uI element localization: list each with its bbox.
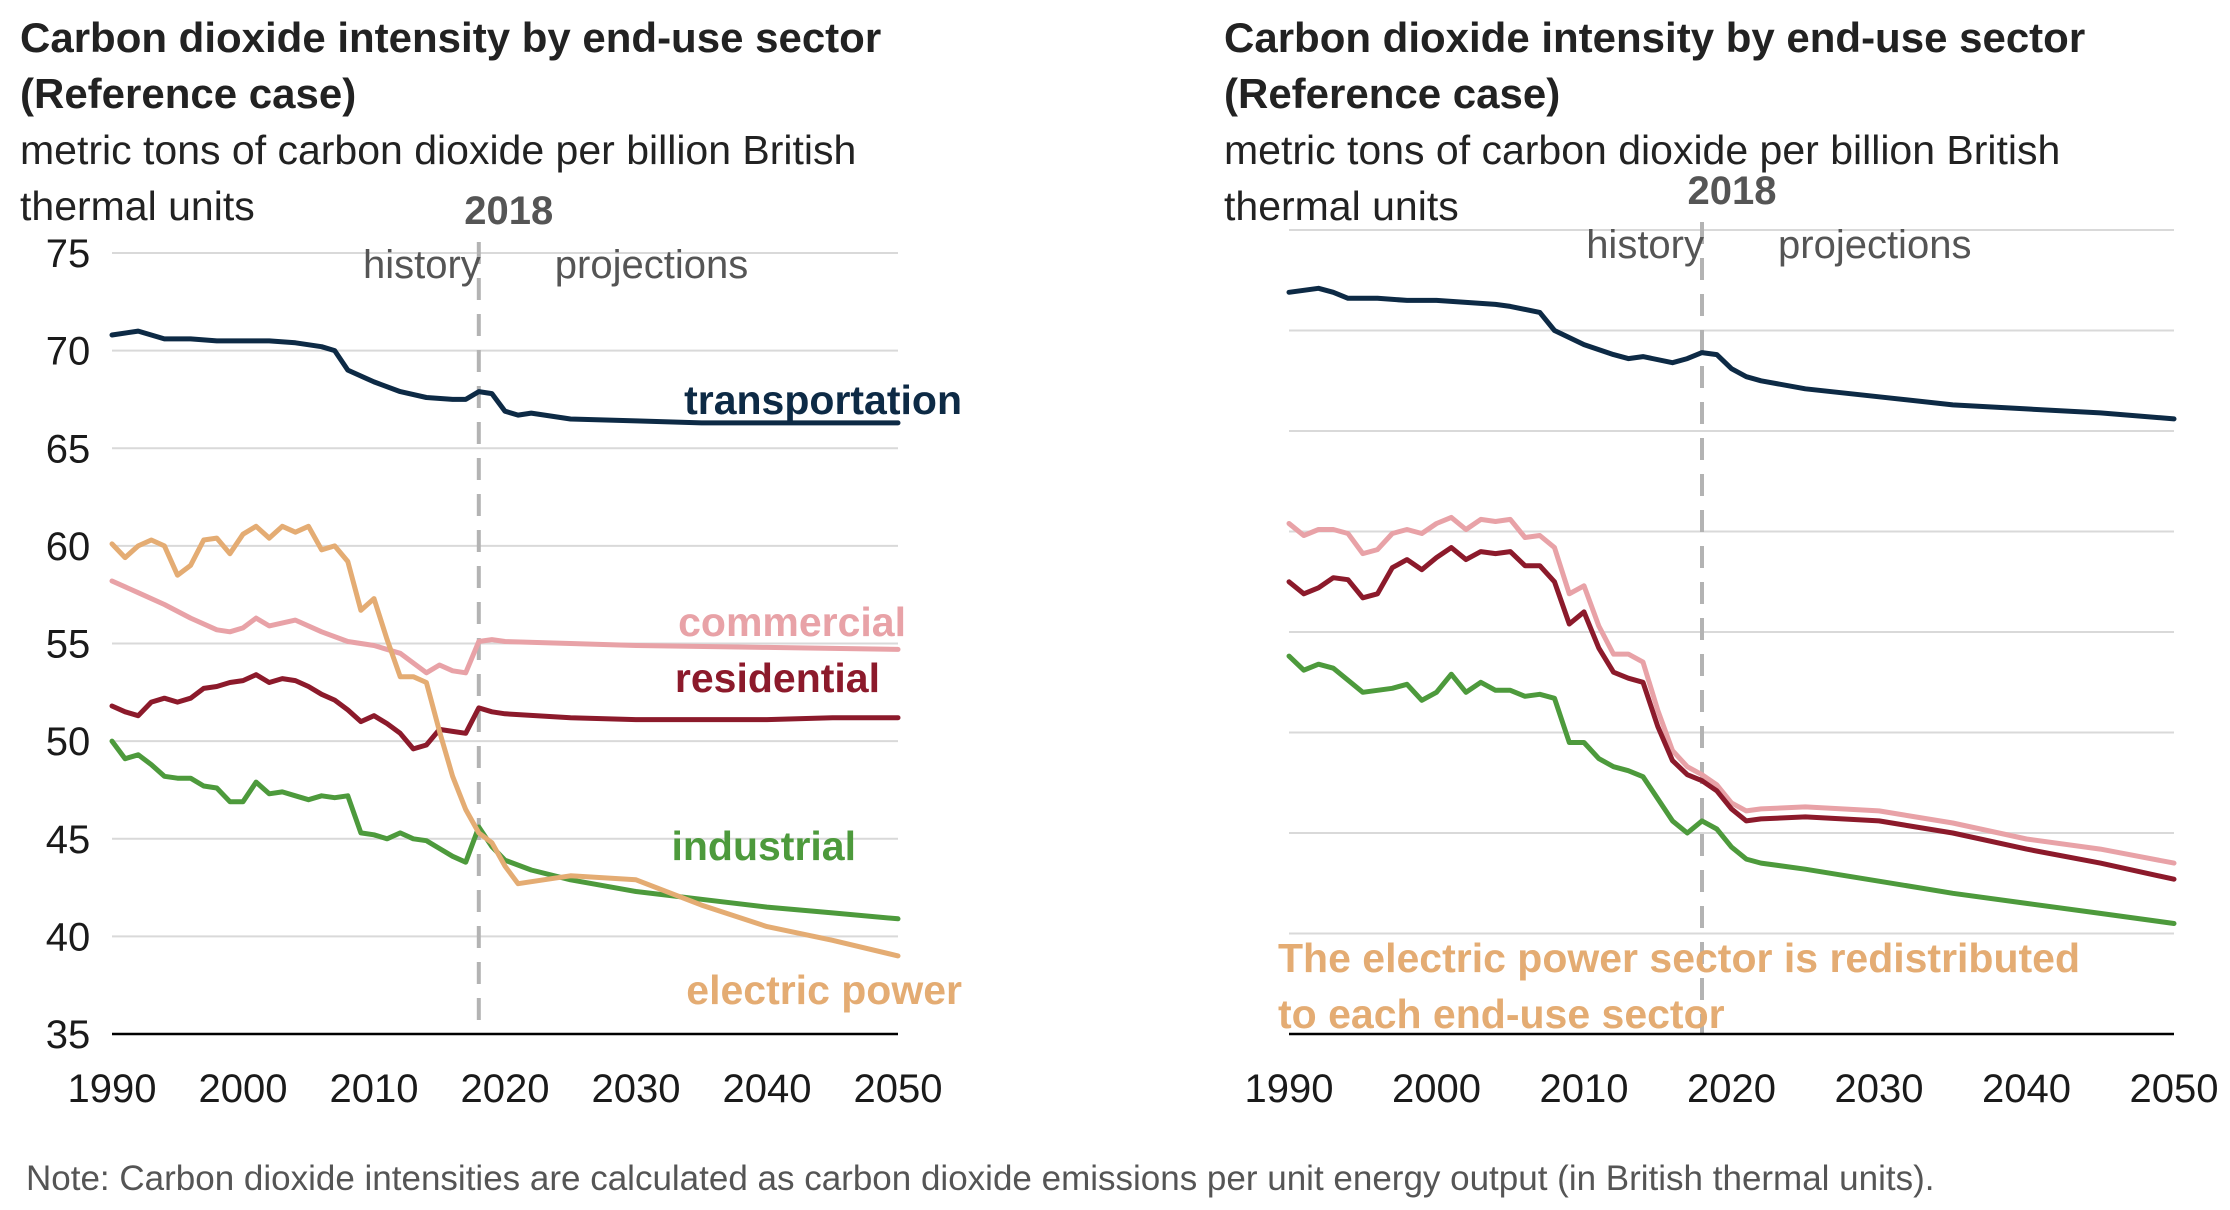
right-chart-title-line-2: (Reference case) — [1224, 70, 1560, 117]
y-tick-label: 40 — [46, 915, 91, 959]
series-label-transportation: transportation — [684, 377, 962, 423]
x-tick-label: 2050 — [854, 1067, 943, 1111]
redistribution-annotation-line-1: The electric power sector is redistribut… — [1278, 935, 2080, 981]
series-line-transportation — [109, 328, 901, 426]
right-chart-divider-year: 2018 — [1688, 169, 1777, 213]
left-chart-title-line-1: Carbon dioxide intensity by end-use sect… — [20, 14, 881, 61]
y-tick-label: 70 — [46, 330, 91, 374]
series-label-industrial: industrial — [671, 823, 856, 869]
x-tick-label: 2020 — [1687, 1067, 1776, 1111]
left-chart-divider-year: 2018 — [464, 189, 553, 233]
left-chart-subtitle-line-2: thermal units — [20, 183, 255, 229]
series-line-commercial — [1286, 514, 2177, 866]
series-line-commercial — [109, 578, 901, 676]
series-label-residential: residential — [675, 655, 880, 701]
series-line-industrial — [1286, 653, 2177, 926]
series-line-residential — [109, 672, 901, 752]
right-chart-subtitle-line-1: metric tons of carbon dioxide per billio… — [1224, 127, 2060, 173]
x-tick-label: 1990 — [1245, 1067, 1334, 1111]
x-tick-label: 2020 — [461, 1067, 550, 1111]
left-chart-title-line-2: (Reference case) — [20, 70, 356, 117]
x-tick-label: 2030 — [592, 1067, 681, 1111]
y-tick-label: 65 — [46, 427, 91, 471]
y-tick-label: 50 — [46, 720, 91, 764]
series-label-electric-power: electric power — [686, 967, 962, 1013]
left-chart-history-label: history — [363, 243, 481, 287]
series-line-electric-power — [109, 523, 901, 959]
right-chart-title-line-1: Carbon dioxide intensity by end-use sect… — [1224, 14, 2085, 61]
x-tick-label: 1990 — [68, 1067, 157, 1111]
series-line-transportation — [1286, 285, 2177, 422]
y-tick-label: 60 — [46, 525, 91, 569]
y-tick-label: 75 — [46, 232, 91, 276]
x-tick-label: 2010 — [330, 1067, 419, 1111]
right-chart-series — [1286, 285, 2177, 926]
redistribution-annotation-line-2: to each end-use sector — [1278, 991, 1725, 1037]
left-chart-series — [109, 328, 901, 959]
y-tick-label: 55 — [46, 623, 91, 667]
left-chart-gridlines — [112, 252, 898, 938]
left-chart-x-ticks: 1990 2000 2010 2020 2030 2040 2050 — [68, 1067, 943, 1111]
series-line-residential — [1286, 545, 2177, 882]
left-chart-projections-label: projections — [555, 243, 748, 287]
right-chart-history-label: history — [1586, 223, 1704, 267]
x-tick-label: 2010 — [1540, 1067, 1629, 1111]
series-line-industrial — [109, 738, 901, 922]
y-tick-label: 35 — [46, 1013, 91, 1057]
x-tick-label: 2050 — [2130, 1067, 2219, 1111]
right-chart-x-ticks: 1990 2000 2010 2020 2030 2040 2050 — [1245, 1067, 2219, 1111]
x-tick-label: 2000 — [199, 1067, 288, 1111]
left-chart-series-labels: transportation commercial residential in… — [671, 377, 962, 1013]
left-chart-subtitle-line-1: metric tons of carbon dioxide per billio… — [20, 127, 856, 173]
right-chart-projections-label: projections — [1778, 223, 1971, 267]
x-tick-label: 2030 — [1835, 1067, 1924, 1111]
left-chart-y-ticks: 35 40 45 50 55 60 65 70 75 — [46, 232, 91, 1057]
y-tick-label: 45 — [46, 818, 91, 862]
right-chart-subtitle-line-2: thermal units — [1224, 183, 1459, 229]
x-tick-label: 2000 — [1392, 1067, 1481, 1111]
x-tick-label: 2040 — [723, 1067, 812, 1111]
right-chart: Carbon dioxide intensity by end-use sect… — [1224, 14, 2218, 1111]
right-chart-gridlines — [1289, 229, 2174, 935]
series-label-commercial: commercial — [678, 599, 906, 645]
left-chart: Carbon dioxide intensity by end-use sect… — [20, 14, 962, 1111]
x-tick-label: 2040 — [1982, 1067, 2071, 1111]
footnote: Note: Carbon dioxide intensities are cal… — [26, 1159, 1935, 1198]
